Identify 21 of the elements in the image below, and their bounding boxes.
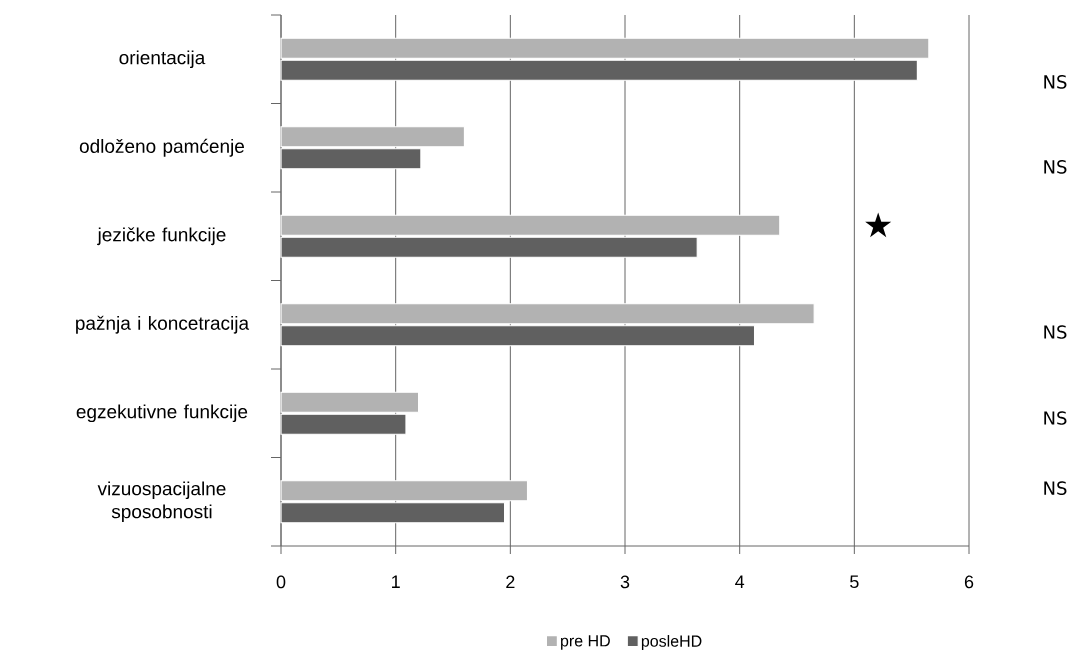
x-tick-label: 2 [506,575,515,589]
x-tick-label: 4 [735,575,745,588]
text: NS [1044,160,1067,174]
text: NS [1044,75,1067,89]
x-tick-label: 5 [850,575,859,589]
y-tick-label: odloženo pamćenje [79,138,245,157]
y-tick-label: pažnja i koncetracija [76,315,250,334]
legend-label: pre HD [561,635,610,650]
y-tick-label: vizuospacijalne sposobnosti [97,481,226,523]
x-tick-label: 1 [392,575,400,588]
text: NS [1044,411,1067,425]
y-tick-label: orientacija [119,50,206,69]
x-tick-label: 0 [276,575,286,589]
text: NS [1044,325,1067,339]
y-tick-label: egzekutivne funkcije [76,404,248,423]
annotation: ★ [865,212,892,238]
x-tick-label: 6 [964,575,974,589]
y-tick-label: jezičke funkcije [97,227,226,246]
x-tick-label: 3 [620,575,630,589]
legend-label: posleHD [641,635,702,650]
text: NS [1044,481,1067,495]
